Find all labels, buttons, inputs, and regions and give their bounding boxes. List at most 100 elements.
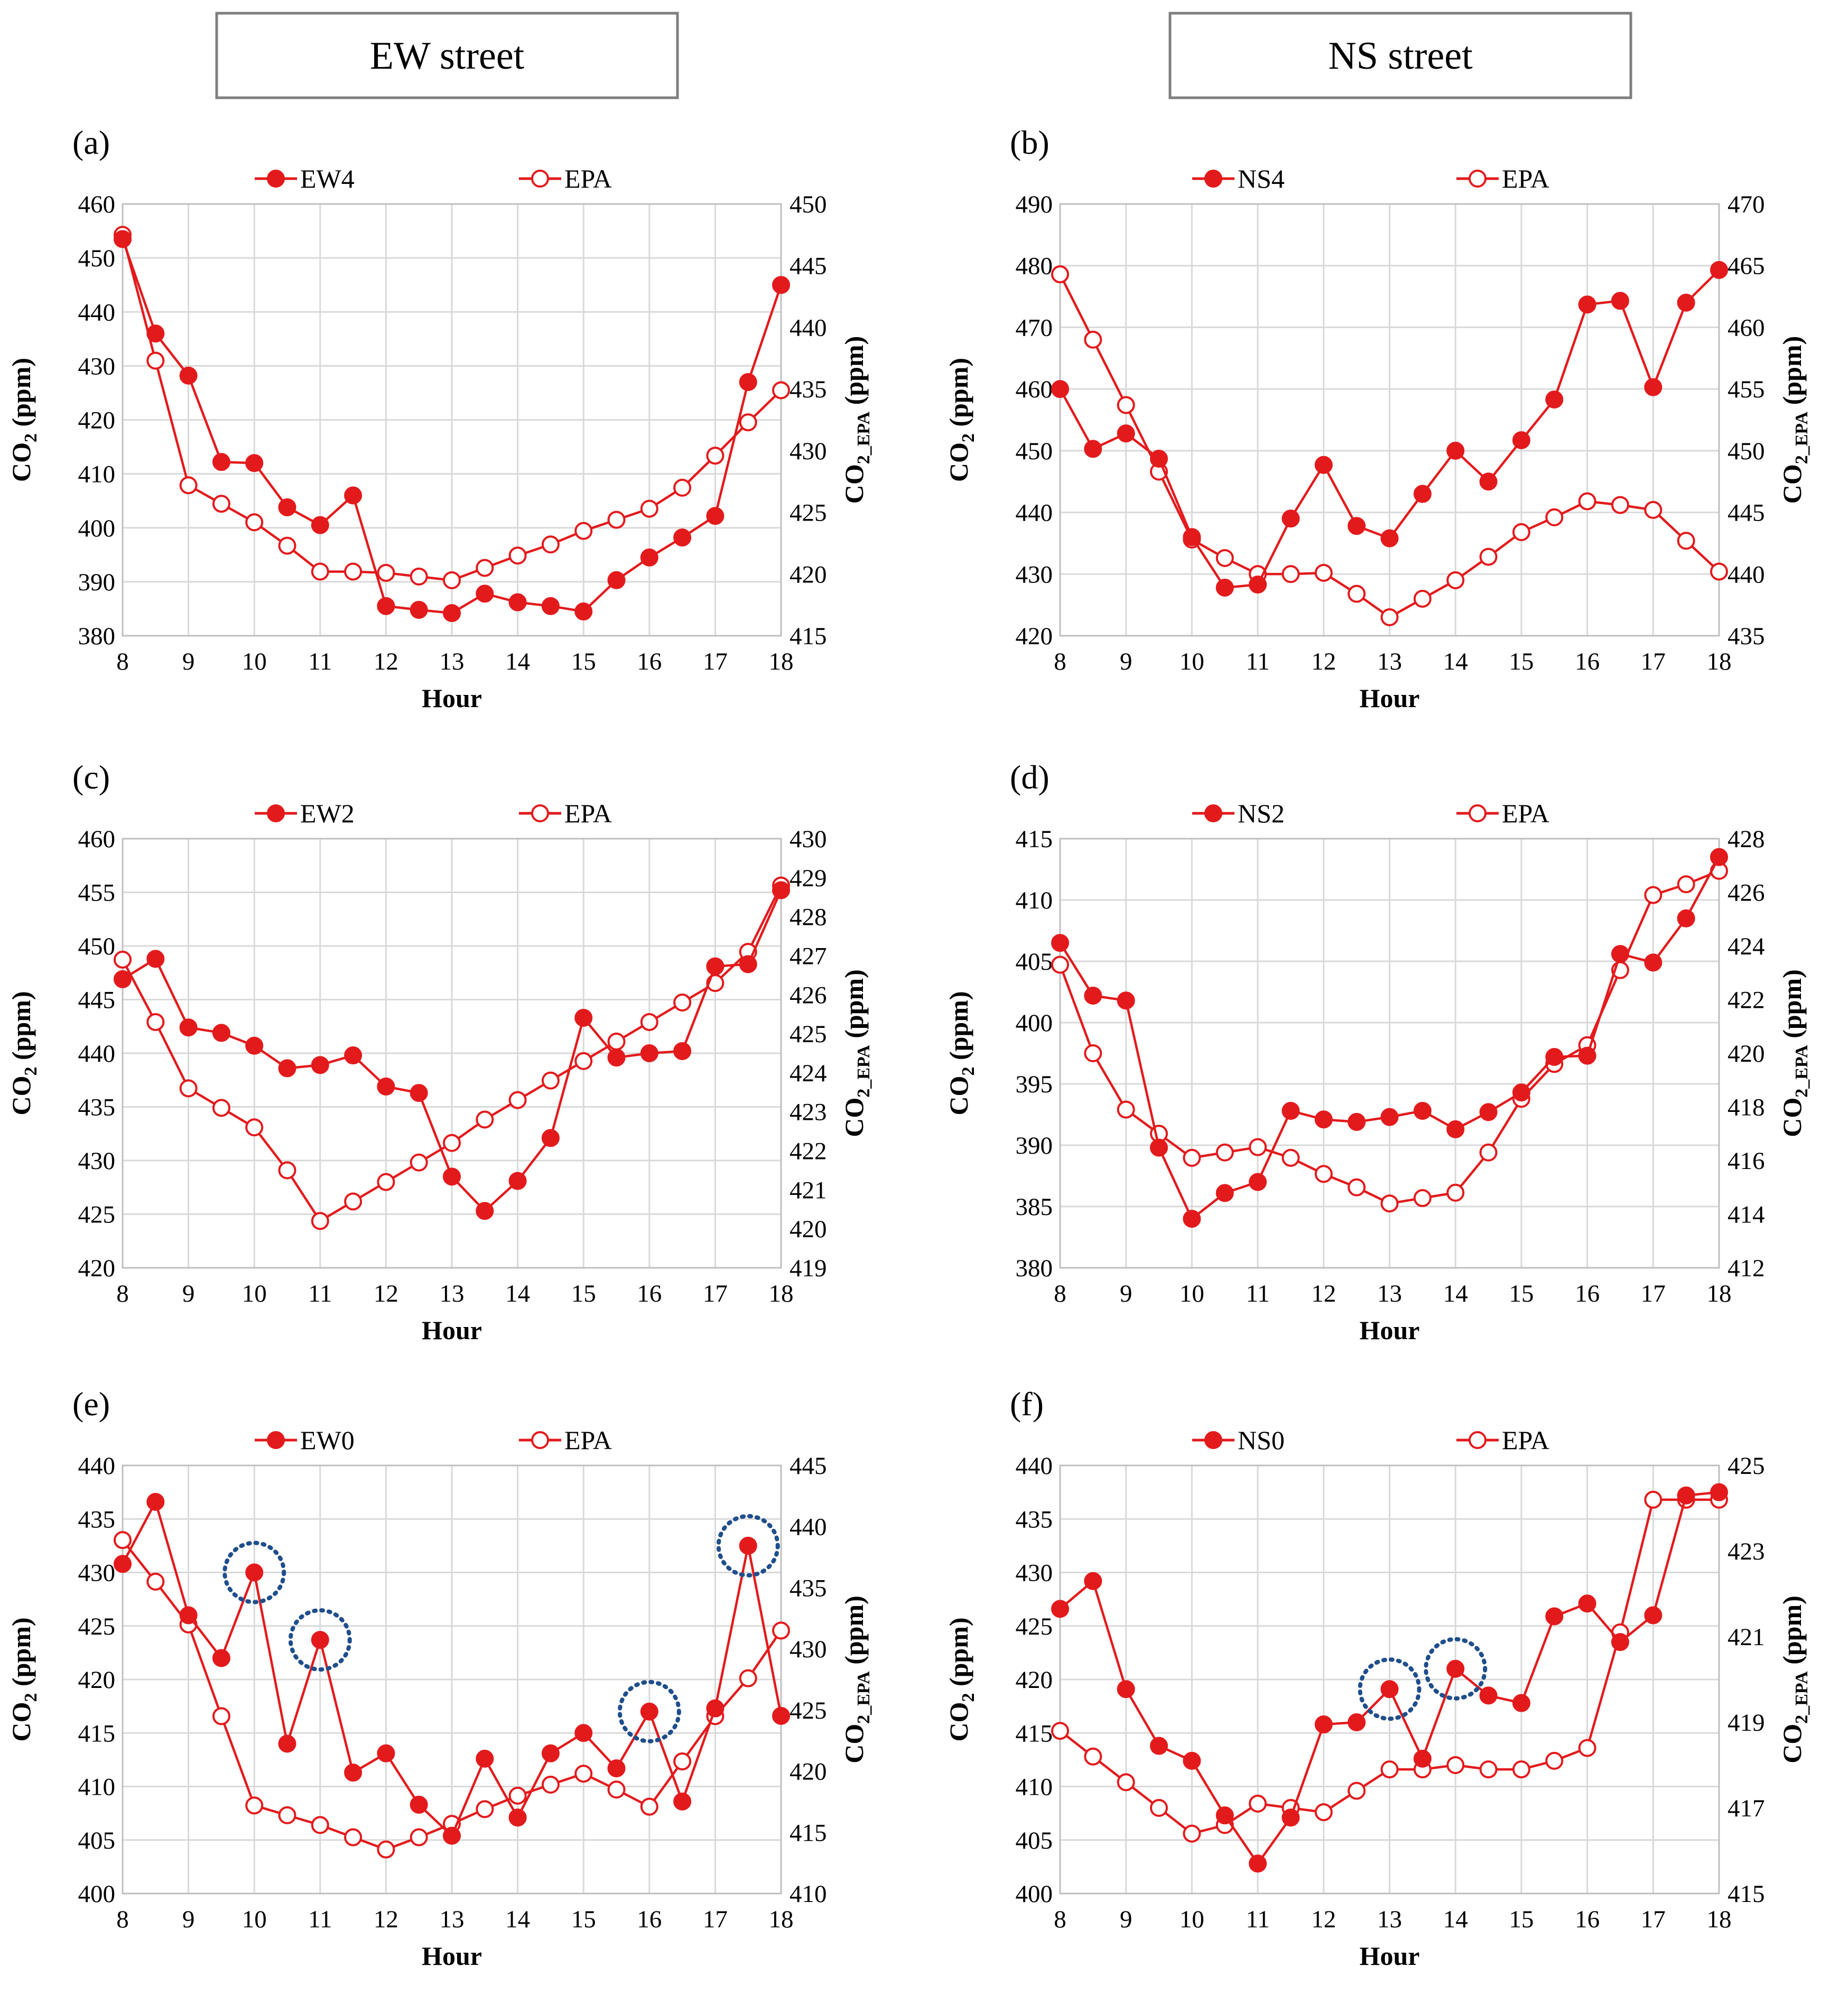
data-point [1183,1210,1201,1228]
data-point [1183,1824,1201,1843]
y2-axis-title-subscript: 2_EPA [1792,411,1812,464]
data-point [1644,500,1663,519]
y-axis-title: CO2 (ppm) [6,1617,41,1741]
x-tick-label: 17 [703,648,728,675]
series-ew4 [114,230,790,623]
panel-label: (e) [72,1385,110,1423]
data-point [1084,440,1102,458]
y2-tick-label: 455 [1728,376,1765,403]
y-tick-label: 420 [1016,623,1053,650]
data-point [508,1091,527,1109]
data-point [114,230,132,248]
y2-tick-label: 419 [1728,1709,1765,1737]
data-point [1578,1739,1596,1757]
y2-tick-label: 435 [790,376,827,403]
data-point [1084,1044,1102,1062]
y2-tick-label: 450 [1728,438,1765,465]
panel-b: 420 430 440 450 460 470 480 490 435 440 445 450 455 4… [944,124,1812,713]
y2-tick-label: 430 [790,438,827,465]
data-point [443,1826,461,1845]
panel-f: 400 405 410 415 420 425 430 435 440 415 417 419 421 4… [944,1385,1812,1971]
series-ns4 [1051,261,1728,597]
y2-tick-label: 416 [1728,1147,1765,1175]
y2-tick-label: 424 [790,1060,827,1087]
data-point [1281,509,1300,528]
data-point [1545,390,1564,409]
y-tick-label: 435 [78,1094,116,1121]
data-point [772,276,790,294]
data-point [640,1013,658,1031]
y-tick-label: 410 [1016,887,1053,914]
x-tick-label: 8 [116,648,129,675]
y2-axis-title-unit: (ppm) [1777,969,1807,1045]
y-tick-label: 405 [1016,948,1053,976]
x-tick-label: 11 [1246,648,1269,675]
legend-marker [531,804,549,822]
y-tick-label: 450 [1016,438,1053,465]
x-tick-label: 9 [182,648,195,675]
y2-tick-label: 425 [790,1020,827,1048]
y2-axis-title-text: CO [1777,1098,1807,1137]
data-point [1348,1713,1366,1731]
legend-label: NS4 [1238,164,1285,193]
x-tick-label: 18 [769,1280,794,1307]
y-tick-label: 390 [1016,1132,1053,1159]
legend-label: EPA [1502,1425,1549,1455]
x-tick-label: 10 [1180,648,1204,675]
y2-tick-label: 426 [1728,879,1765,907]
y-tick-label: 400 [1016,1880,1053,1908]
data-point [410,1153,428,1172]
data-point [476,1749,494,1768]
y2-tick-label: 440 [790,314,827,341]
data-point [1183,1148,1201,1167]
y-tick-label: 400 [1016,1009,1053,1037]
data-point [508,1172,527,1190]
data-point [772,1621,790,1640]
y2-tick-label: 410 [790,1880,827,1908]
data-point [1710,848,1728,866]
data-point [1413,1102,1432,1120]
data-point [1578,1594,1596,1613]
data-point [1117,1100,1135,1119]
data-point [541,1744,560,1762]
x-tick-label: 16 [637,648,662,675]
y-axis-title-text: CO [6,442,36,482]
highlight-circle [1358,1657,1422,1721]
y2-tick-label: 435 [1728,623,1765,650]
data-point [1413,485,1432,503]
data-point [1150,1799,1168,1817]
data-point [673,1752,692,1771]
y2-tick-label: 429 [790,865,827,892]
panel-label: (c) [72,758,110,796]
data-point [607,571,626,589]
y2-tick-label: 418 [1728,1094,1765,1121]
legend-label: NS2 [1238,799,1285,828]
data-point [574,1765,593,1783]
data-point [212,1024,230,1042]
y-tick-label: 440 [78,1040,116,1068]
x-tick-label: 12 [1311,1906,1336,1933]
y2-axis-title-subscript: 2_EPA [1792,1671,1812,1724]
data-point [1215,549,1234,567]
y-tick-label: 405 [1016,1827,1053,1854]
y2-axis-title-subscript: 2_EPA [854,411,874,464]
data-point [1249,1854,1267,1873]
data-point [410,567,428,586]
y-tick-label: 420 [78,1666,116,1694]
y-axis-title-unit: (ppm) [6,1617,36,1693]
highlight-circle [617,1679,681,1743]
legend-item-epa: EPA [1456,1425,1549,1455]
data-point [1512,431,1530,450]
y2-axis-title-text: CO [839,464,869,504]
legend-label: EPA [564,799,612,828]
data-point [1677,532,1695,550]
x-tick-label: 15 [1509,1906,1534,1933]
data-point [1183,528,1201,546]
data-point [1051,380,1069,398]
y-tick-label: 380 [78,623,116,650]
data-point [1644,953,1663,972]
data-point [146,1492,165,1511]
legend-item-epa: EPA [519,1425,612,1455]
data-point [1545,1751,1564,1770]
data-point [1380,1760,1399,1779]
